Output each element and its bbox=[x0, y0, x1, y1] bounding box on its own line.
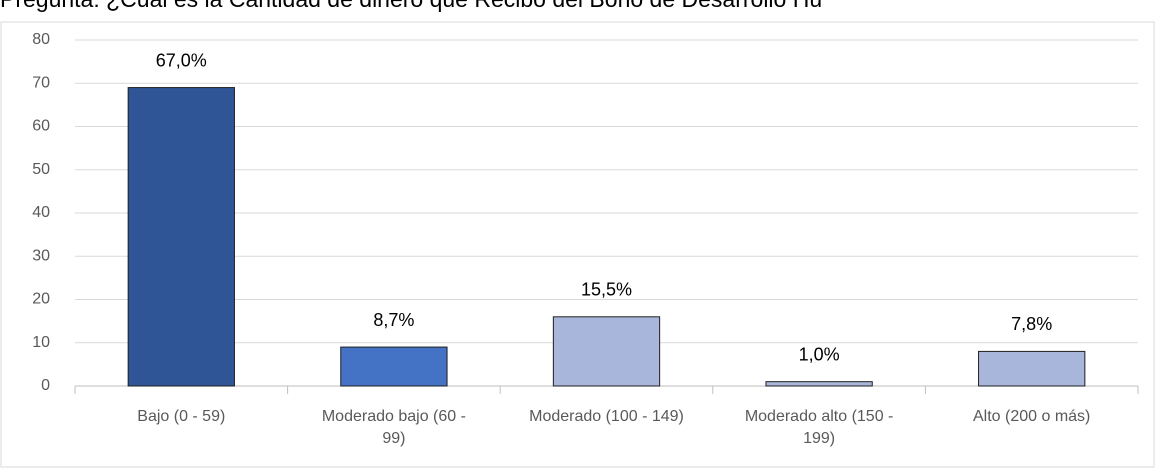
y-tick-label: 10 bbox=[32, 334, 50, 351]
data-label: 15,5% bbox=[581, 280, 632, 300]
x-tick-label: Moderado bajo (60 - 99) bbox=[321, 408, 466, 447]
x-tick-label: Bajo (0 - 59) bbox=[137, 408, 226, 425]
bar bbox=[340, 346, 448, 387]
x-tick-label: Moderado alto (150 - 199) bbox=[744, 408, 894, 447]
y-tick-label: 0 bbox=[41, 377, 50, 394]
data-label: 1,0% bbox=[799, 344, 840, 364]
data-label: 7,8% bbox=[1011, 314, 1052, 334]
chart-title: Pregunta: ¿Cuál es la Cantidad de dinero… bbox=[0, 0, 822, 13]
bar bbox=[765, 381, 873, 387]
chart-border bbox=[0, 21, 1155, 468]
y-tick-label: 60 bbox=[32, 118, 50, 135]
y-tick-label: 20 bbox=[32, 291, 50, 308]
y-tick-label: 80 bbox=[32, 31, 50, 48]
x-tick-label: Moderado (100 - 149) bbox=[529, 408, 684, 425]
y-tick-label: 40 bbox=[32, 204, 50, 221]
y-tick-label: 70 bbox=[32, 74, 50, 91]
x-tick-label: Alto (200 o más) bbox=[972, 408, 1091, 425]
bar bbox=[552, 316, 661, 387]
bar bbox=[978, 350, 1086, 387]
bar bbox=[127, 87, 235, 387]
data-label: 67,0% bbox=[156, 50, 207, 70]
y-tick-label: 50 bbox=[32, 161, 50, 178]
y-tick-label: 30 bbox=[32, 247, 50, 264]
data-label: 8,7% bbox=[373, 310, 414, 330]
